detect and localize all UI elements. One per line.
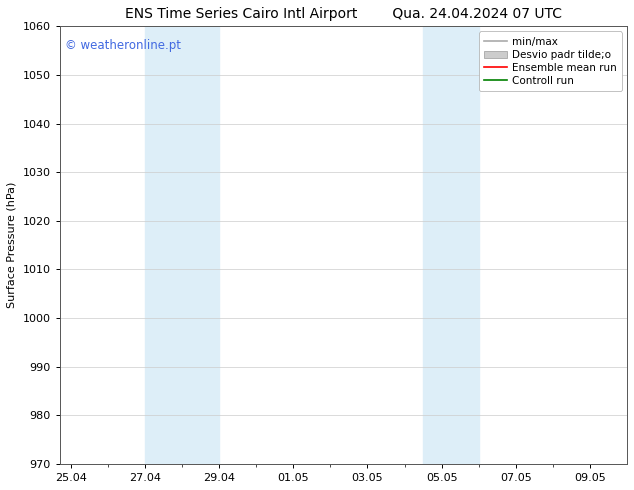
Text: © weatheronline.pt: © weatheronline.pt: [65, 39, 181, 52]
Title: ENS Time Series Cairo Intl Airport        Qua. 24.04.2024 07 UTC: ENS Time Series Cairo Intl Airport Qua. …: [125, 7, 562, 21]
Bar: [423, 26, 479, 464]
Y-axis label: Surface Pressure (hPa): Surface Pressure (hPa): [7, 182, 17, 308]
Legend: min/max, Desvio padr tilde;o, Ensemble mean run, Controll run: min/max, Desvio padr tilde;o, Ensemble m…: [479, 31, 622, 91]
Bar: [145, 26, 219, 464]
